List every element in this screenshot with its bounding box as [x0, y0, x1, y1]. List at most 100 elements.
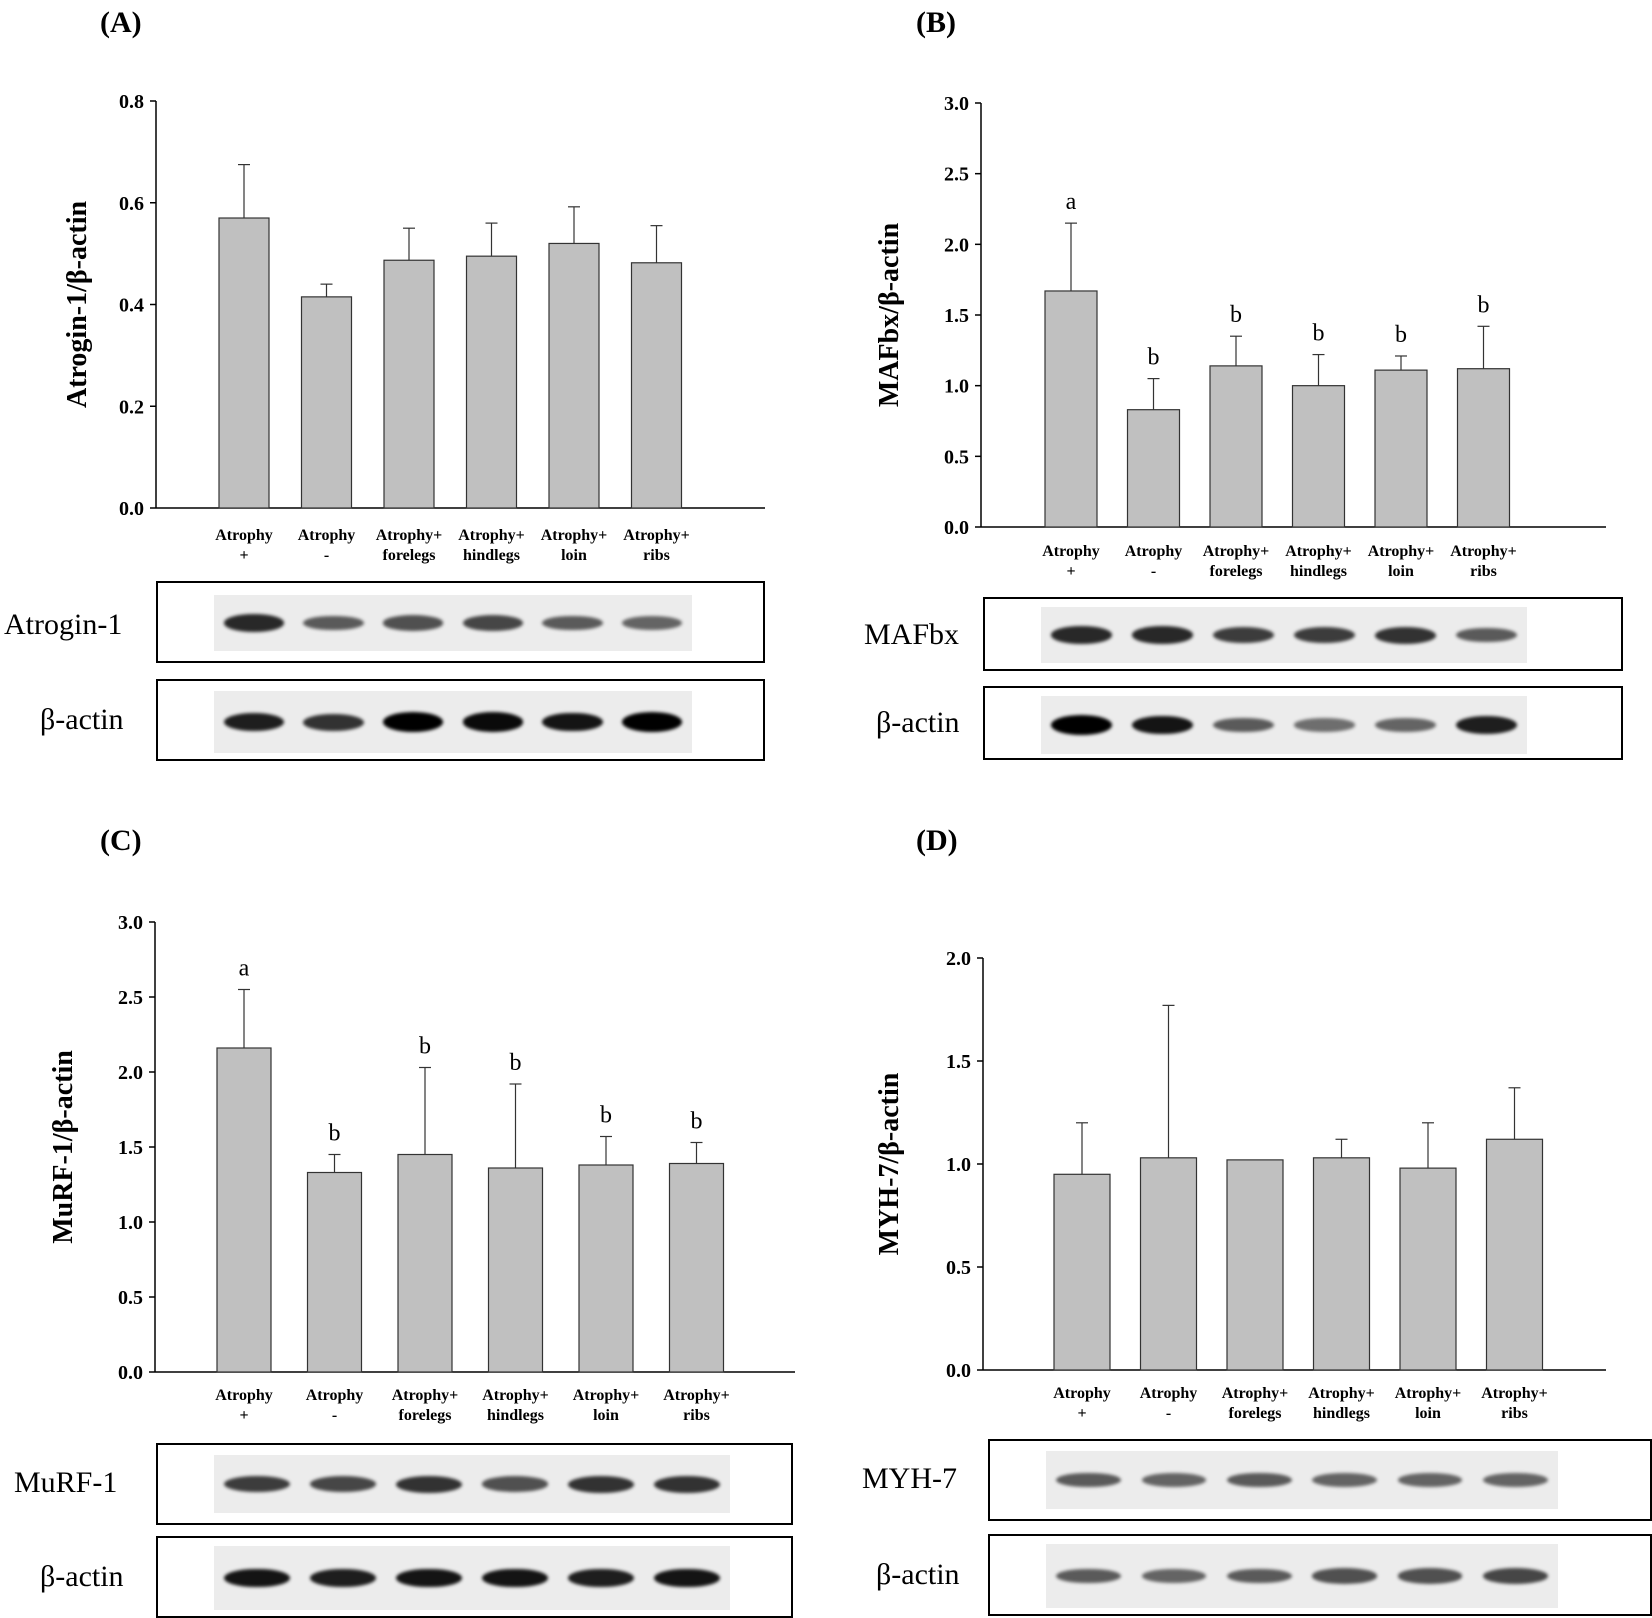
y-tick-label: 0.4	[119, 295, 144, 317]
bar	[1399, 1167, 1457, 1371]
bar	[630, 262, 683, 509]
blot-band	[542, 712, 603, 732]
blot-strip	[214, 1455, 730, 1513]
blot-band	[654, 1568, 720, 1588]
blot-box-b-1	[983, 597, 1623, 671]
bar	[1044, 290, 1098, 528]
blot-strip	[1041, 607, 1527, 663]
bar	[216, 1047, 272, 1373]
y-tick-label: 0.6	[119, 193, 144, 215]
bar	[548, 242, 600, 509]
blot-band	[1056, 1472, 1122, 1488]
bar	[300, 296, 353, 509]
blot-strip	[1046, 1451, 1558, 1509]
blot-box-d-1	[988, 1439, 1652, 1521]
category-label: ribs	[1470, 563, 1497, 580]
blot-band	[223, 614, 285, 632]
category-label: Atrophy+	[1368, 543, 1435, 560]
blot-label-c-2: β-actin	[40, 1560, 124, 1593]
bar	[1456, 368, 1511, 528]
blot-label-b-1: MAFbx	[864, 618, 960, 651]
category-label: +	[1077, 1405, 1086, 1422]
y-tick-label: 1.0	[944, 376, 969, 398]
blot-band	[1374, 718, 1437, 732]
category-label: ribs	[683, 1407, 710, 1424]
category-label: Atrophy+	[1203, 543, 1270, 560]
bar	[1209, 365, 1263, 528]
blot-band	[482, 1476, 548, 1492]
blot-band	[223, 712, 285, 732]
category-label: Atrophy+	[392, 1387, 459, 1404]
y-tick-label: 0.0	[119, 498, 144, 520]
y-tick-label: 3.0	[118, 912, 143, 934]
bar	[1126, 409, 1181, 528]
panel-b: (B) 0.0 0.5 1.0 1.5 2.0 2.5 3.0 MAFbx/β-actin a At…	[826, 0, 1652, 800]
chart-b: (B) 0.0 0.5 1.0 1.5 2.0 2.5 3.0 MAFbx/β-actin a At…	[874, 6, 1606, 580]
blot-band	[1312, 1473, 1378, 1487]
significance-label: a	[1066, 189, 1077, 215]
category-label: -	[324, 547, 329, 564]
significance-label: b	[1395, 322, 1407, 348]
blot-box-a-1	[156, 581, 765, 663]
category-label: +	[1066, 563, 1075, 580]
blot-band	[654, 1475, 720, 1493]
blot-box-c-1	[156, 1443, 793, 1525]
y-tick-label: 1.5	[118, 1137, 143, 1159]
blot-band	[303, 615, 364, 631]
blot-band	[1455, 715, 1518, 735]
significance-label: b	[600, 1103, 612, 1129]
chart-d: (D)0.00.51.01.52.0MYH-7/β-actinAtrophy+A…	[874, 824, 1606, 1422]
blot-band	[1482, 1568, 1548, 1584]
bar	[383, 259, 435, 509]
blot-band	[1212, 717, 1275, 733]
blot-band	[1293, 718, 1356, 732]
chart-a: (A) 0.0 0.2 0.4 0.6 0.8 Atrogin-1/β-actin Atrop…	[62, 6, 765, 564]
significance-label: b	[691, 1109, 703, 1135]
panel-a: (A) 0.0 0.2 0.4 0.6 0.8 Atrogin-1/β-actin Atrop…	[0, 0, 826, 800]
chart-c: (C) 0.0 0.5 1.0 1.5 2.0 2.5 3.0 MuRF-1/β-actin a A…	[48, 824, 795, 1424]
category-label: loin	[1415, 1405, 1441, 1422]
category-label: Atrophy+	[1395, 1385, 1462, 1402]
bar	[1374, 369, 1428, 528]
category-label: -	[1151, 563, 1156, 580]
significance-label: b	[510, 1050, 522, 1076]
blot-band	[1050, 715, 1113, 735]
blot-band	[1293, 626, 1356, 644]
y-tick-label: 1.5	[946, 1051, 971, 1073]
category-label: Atrophy	[1053, 1385, 1111, 1402]
blot-band	[303, 713, 364, 731]
blot-band	[1397, 1568, 1463, 1584]
blot-band	[462, 712, 524, 732]
blot-band	[310, 1476, 376, 1492]
blot-band	[1141, 1473, 1207, 1487]
blot-label-c-1: MuRF-1	[14, 1466, 118, 1499]
blot-band	[1050, 626, 1113, 644]
category-label: ribs	[643, 547, 670, 564]
y-axis-label: Atrogin-1/β-actin	[62, 201, 93, 409]
blot-strip	[214, 1546, 730, 1610]
blot-band	[1131, 626, 1194, 644]
category-label: Atrophy	[298, 527, 356, 544]
category-label: -	[1166, 1405, 1171, 1422]
category-label: Atrophy+	[376, 527, 443, 544]
blot-band	[568, 1568, 634, 1588]
category-label: hindlegs	[1290, 563, 1347, 580]
category-label: ribs	[1501, 1405, 1528, 1422]
blot-band	[382, 712, 444, 732]
bar	[465, 255, 518, 509]
significance-label: b	[1478, 292, 1490, 318]
blot-label-a-1: Atrogin-1	[4, 608, 123, 641]
bar	[1053, 1173, 1111, 1371]
blot-band	[224, 1568, 290, 1588]
y-tick-label: 2.5	[944, 164, 969, 186]
panel-letter: (C)	[100, 824, 142, 857]
category-label: Atrophy+	[663, 1387, 730, 1404]
y-axis-label: MAFbx/β-actin	[874, 222, 905, 407]
blot-band	[1226, 1568, 1292, 1584]
bar	[1226, 1159, 1284, 1371]
blot-label-d-2: β-actin	[876, 1558, 960, 1591]
y-tick-label: 0.5	[944, 446, 969, 468]
bar	[1139, 1157, 1198, 1371]
blot-band	[1141, 1569, 1207, 1583]
category-label: Atrophy+	[573, 1387, 640, 1404]
